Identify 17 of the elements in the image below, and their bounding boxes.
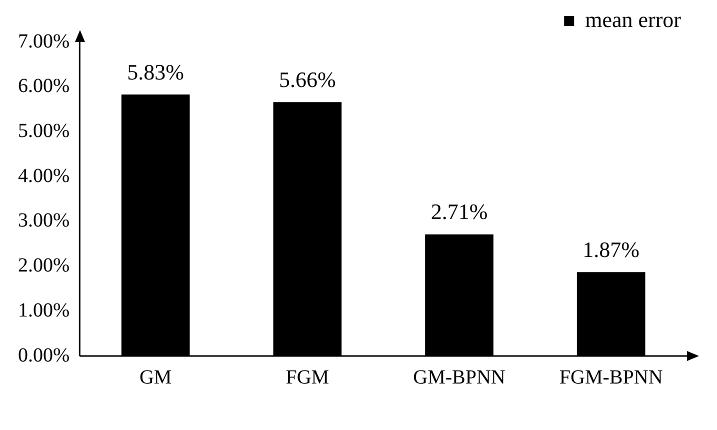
data-label: 2.71% [430,199,488,224]
y-tick-label: 7.00% [18,30,70,52]
x-tick-label: FGM [286,366,330,388]
data-label: 5.66% [279,66,336,92]
y-tick-label: 4.00% [18,164,70,187]
data-label: 5.83% [127,59,184,84]
x-tick-label: GM-BPNN [413,366,506,388]
y-tick-label: 5.00% [18,120,70,142]
y-tick-label: 1.00% [18,299,70,322]
legend-label: mean error [585,6,682,32]
y-tick-label: 3.00% [18,210,70,232]
x-tick-label: GM [139,366,172,388]
y-tick-label: 0.00% [18,344,70,366]
data-label: 1.87% [582,236,640,262]
x-tick-label: FGM-BPNN [559,366,663,388]
y-tick-label: 6.00% [18,75,70,98]
y-tick-label: 2.00% [18,254,70,277]
